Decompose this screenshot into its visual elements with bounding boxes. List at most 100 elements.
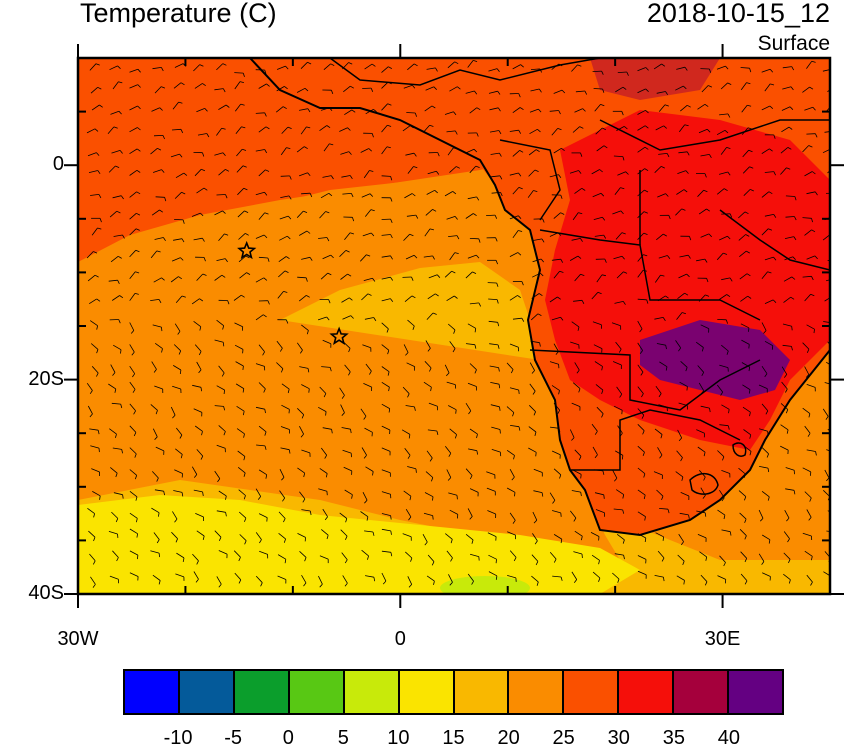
wind-barb bbox=[236, 148, 243, 157]
wind-barb-flag bbox=[643, 254, 648, 257]
wind-barb bbox=[574, 108, 583, 113]
wind-barb bbox=[342, 315, 351, 320]
wind-barb-flag bbox=[682, 561, 685, 566]
wind-barb bbox=[129, 105, 138, 111]
wind-barb bbox=[237, 466, 246, 474]
wind-barb bbox=[700, 154, 710, 157]
wind-barb-flag bbox=[153, 369, 157, 373]
wind-barb-flag bbox=[243, 433, 245, 438]
wind-barb bbox=[656, 489, 664, 497]
wind-barb bbox=[491, 449, 501, 453]
wind-barb-flag bbox=[705, 556, 708, 561]
wind-barb bbox=[637, 408, 645, 416]
wind-barb-flag bbox=[600, 193, 605, 197]
wind-barb-flag bbox=[744, 580, 748, 585]
wind-barb bbox=[362, 492, 368, 501]
wind-barb-flag bbox=[414, 406, 416, 411]
wind-barb bbox=[236, 165, 244, 173]
wind-barb-flag bbox=[351, 494, 353, 499]
wind-barb-flag bbox=[267, 300, 270, 305]
wind-barb-flag bbox=[746, 273, 751, 277]
wind-barb-flag bbox=[347, 127, 351, 131]
wind-barb bbox=[339, 387, 345, 396]
wind-barb-flag bbox=[243, 495, 246, 500]
wind-barb bbox=[281, 383, 290, 390]
wind-barb-flag bbox=[161, 348, 163, 353]
wind-barb bbox=[658, 404, 668, 408]
wind-barb bbox=[676, 189, 685, 195]
wind-barb bbox=[783, 296, 791, 303]
wind-barb-flag bbox=[436, 430, 439, 435]
wind-barb bbox=[301, 192, 311, 195]
wind-barb bbox=[401, 429, 411, 435]
wind-barb bbox=[258, 256, 268, 259]
colorbar-label: -10 bbox=[163, 727, 193, 749]
star-marker bbox=[329, 326, 349, 345]
wind-barb-flag bbox=[786, 167, 791, 170]
wind-barb-flag bbox=[510, 369, 514, 374]
wind-barb-flag bbox=[364, 499, 368, 504]
wind-barb-flag bbox=[684, 66, 688, 71]
wind-barb-flag bbox=[452, 191, 457, 195]
wind-barb-flag bbox=[259, 539, 262, 544]
wind-barb bbox=[509, 343, 519, 348]
wind-barb bbox=[781, 106, 791, 111]
wind-barb bbox=[129, 381, 136, 390]
wind-barb bbox=[802, 275, 812, 278]
wind-barb bbox=[196, 187, 205, 194]
wind-barb-flag bbox=[499, 175, 503, 180]
wind-barb bbox=[112, 550, 119, 558]
wind-barb bbox=[696, 510, 706, 514]
wind-barb-flag bbox=[531, 370, 535, 374]
wind-barb-flag bbox=[704, 103, 709, 107]
wind-barb-flag bbox=[223, 406, 226, 411]
wind-barb bbox=[549, 492, 556, 501]
wind-barb-flag bbox=[454, 295, 458, 299]
wind-barb-flag bbox=[538, 88, 542, 93]
wind-barb-flag bbox=[560, 259, 564, 263]
wind-barb-flag bbox=[558, 390, 560, 395]
wind-barb bbox=[806, 449, 816, 452]
map-date: 2018-10-15_12 bbox=[646, 0, 830, 28]
map-title: Temperature (C) bbox=[80, 0, 277, 28]
wind-barb-flag bbox=[92, 584, 96, 588]
wind-barb-flag bbox=[97, 430, 100, 435]
wind-barb-flag bbox=[539, 342, 541, 347]
wind-barb bbox=[782, 86, 792, 90]
wind-barb bbox=[761, 322, 767, 331]
wind-barb bbox=[91, 227, 98, 236]
wind-barb bbox=[741, 127, 749, 135]
wind-barb bbox=[381, 403, 390, 409]
wind-barb-flag bbox=[264, 431, 267, 436]
wind-barb-flag bbox=[723, 188, 728, 192]
wind-barb bbox=[549, 551, 557, 560]
wind-barb-flag bbox=[729, 277, 733, 282]
colorbar-swatch bbox=[674, 671, 730, 713]
wind-barb-flag bbox=[284, 559, 287, 564]
wind-barb-flag bbox=[811, 229, 816, 233]
wind-barb bbox=[678, 151, 688, 154]
wind-barb bbox=[258, 83, 267, 89]
wind-barb-flag bbox=[580, 152, 583, 157]
wind-barb bbox=[174, 192, 182, 199]
wind-barb bbox=[572, 212, 579, 221]
wind-barb-flag bbox=[241, 294, 245, 298]
wind-barb-flag bbox=[178, 276, 183, 280]
wind-barb-flag bbox=[773, 171, 776, 176]
wind-barb bbox=[150, 550, 160, 554]
wind-barb-flag bbox=[132, 389, 136, 393]
wind-barb bbox=[785, 216, 795, 218]
wind-barb bbox=[218, 233, 225, 241]
wind-barb-flag bbox=[619, 393, 623, 398]
wind-barb bbox=[276, 65, 286, 70]
wind-barb-flag bbox=[791, 326, 793, 331]
wind-barb bbox=[360, 254, 367, 262]
wind-barb bbox=[758, 428, 768, 432]
wind-barb-flag bbox=[833, 367, 834, 371]
wind-barb bbox=[129, 447, 137, 455]
wind-barb-flag bbox=[727, 113, 731, 118]
wind-barb bbox=[278, 256, 287, 263]
wind-barb bbox=[592, 446, 598, 455]
wind-barb bbox=[321, 366, 331, 368]
wind-barb-flag bbox=[472, 271, 477, 274]
